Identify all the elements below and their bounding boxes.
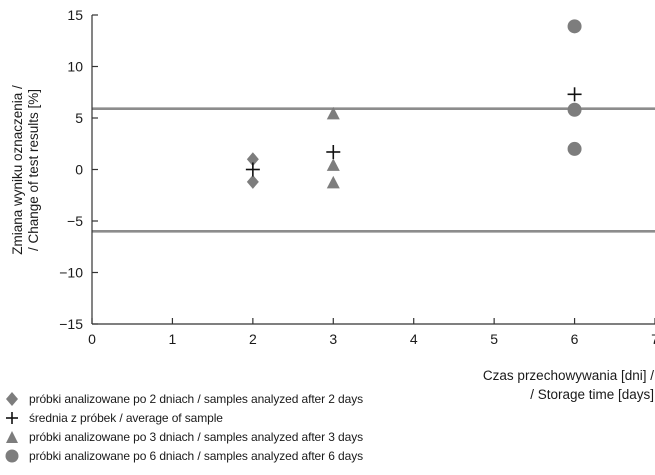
- x-tick-label: 5: [490, 331, 498, 347]
- legend-label: średnia z próbek / average of sample: [29, 410, 223, 425]
- x-tick-label: 0: [88, 331, 96, 347]
- diamond-point: [246, 152, 259, 167]
- legend-label: próbki analizowane po 6 dniach / samples…: [29, 448, 364, 463]
- triangle-point: [326, 175, 340, 189]
- y-tick-label: −5: [67, 213, 83, 229]
- legend-item-3-days: próbki analizowane po 3 dniach / samples…: [4, 427, 363, 446]
- legend-item-6-days: próbki analizowane po 6 dniach / samples…: [4, 446, 363, 465]
- y-tick-label: 5: [75, 110, 83, 126]
- legend-label: próbki analizowane po 3 dniach / samples…: [29, 429, 364, 444]
- plus-marker-icon: [6, 411, 18, 424]
- triangle-point: [326, 158, 340, 171]
- y-tick-label: −15: [59, 316, 83, 332]
- circle-point: [567, 19, 582, 34]
- diamond-marker-icon: [6, 391, 18, 406]
- reference-lines: [92, 107, 655, 233]
- y-axis-title-line-1: Zmiana wyniku oznaczenia /: [10, 85, 25, 255]
- circle-marker-icon: [5, 449, 19, 462]
- y-tick-label: 0: [75, 162, 83, 178]
- triangle-point: [326, 106, 340, 120]
- plus-point: [326, 144, 341, 159]
- circle-point: [567, 102, 582, 117]
- y-tick-label: −10: [59, 265, 83, 281]
- x-axis-title-line-2: / Storage time [days]: [530, 387, 654, 402]
- x-tick-label: 4: [410, 331, 418, 347]
- legend: próbki analizowane po 2 dniach / samples…: [4, 389, 363, 465]
- x-axis-title-line-1: Czas przechowywania [dni] /: [483, 368, 654, 383]
- data-points: [245, 19, 582, 189]
- y-axis-title-line-2: / Change of test results [%]: [26, 89, 41, 251]
- triangle-marker-icon: [6, 430, 18, 443]
- x-tick-label: 6: [571, 331, 579, 347]
- x-tick-label: 2: [249, 331, 257, 347]
- y-tick-label: 15: [67, 7, 83, 23]
- legend-label: próbki analizowane po 2 dniach / samples…: [29, 391, 364, 406]
- legend-item-2-days: próbki analizowane po 2 dniach / samples…: [4, 389, 363, 408]
- x-tick-label: 3: [329, 331, 337, 347]
- plus-point: [245, 162, 260, 177]
- plus-point: [567, 87, 582, 102]
- axis-ticks: 0 1 2 3 4 5 6 7 −15 −10 −5 0 5 10 15: [59, 7, 655, 347]
- axes: [91, 15, 655, 325]
- x-tick-label: 1: [169, 331, 177, 347]
- legend-item-average: średnia z próbek / average of sample: [4, 408, 363, 427]
- circle-point: [567, 141, 582, 156]
- y-tick-label: 10: [67, 59, 83, 75]
- diamond-point: [246, 174, 259, 189]
- x-tick-label: 7: [651, 331, 655, 347]
